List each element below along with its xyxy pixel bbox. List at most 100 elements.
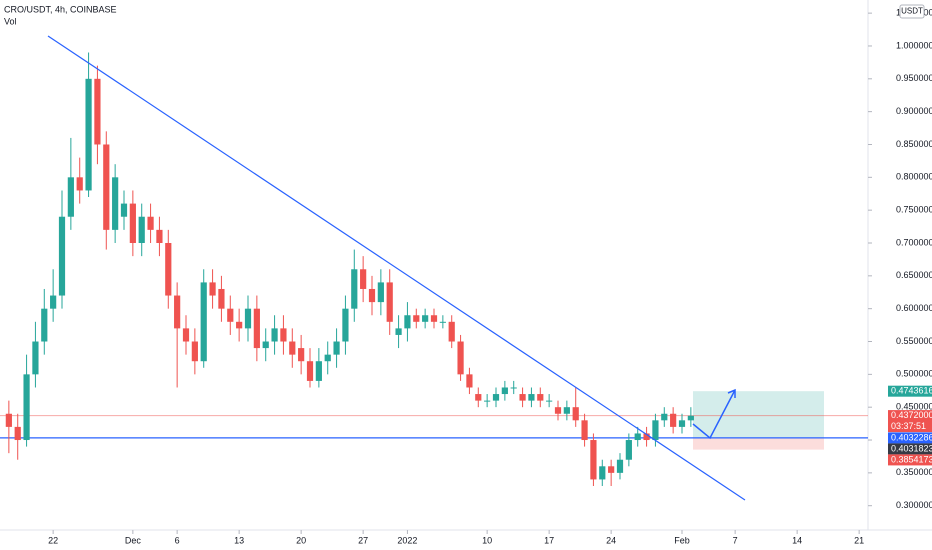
candle-body: [395, 328, 402, 335]
candle-body: [138, 216, 145, 243]
candle-body: [430, 315, 438, 322]
candle-body: [687, 415, 694, 421]
candle-body: [670, 413, 677, 427]
candle-body: [572, 407, 579, 421]
candle-body: [271, 328, 278, 342]
candle-body: [129, 203, 136, 243]
price-label-box: [888, 454, 932, 466]
candle-body: [315, 361, 322, 381]
candle-body: [351, 269, 358, 309]
axes: 0.300000000.350000000.400000000.45000000…: [48, 8, 932, 545]
y-tick-label: 0.30000000: [896, 500, 932, 510]
x-tick-label: 24: [606, 535, 616, 545]
candle-body: [652, 420, 659, 441]
candle-body: [616, 459, 624, 473]
candle-body: [360, 269, 367, 289]
x-tick-label: 27: [358, 535, 368, 545]
currency-box[interactable]: [899, 4, 925, 19]
candle-body: [413, 315, 420, 322]
candle-body: [439, 321, 446, 323]
candle-body: [50, 295, 57, 309]
x-tick-label: 7: [733, 535, 738, 545]
x-tick-label: 10: [482, 535, 492, 545]
x-tick-label: 17: [544, 535, 554, 545]
candle-body: [236, 321, 243, 329]
x-tick-label: 6: [175, 535, 180, 545]
price-countdown: 03:37:51: [891, 421, 926, 431]
y-tick-label: 0.85000000: [896, 139, 932, 149]
volume-label: Vol: [4, 16, 17, 26]
candle-body: [643, 433, 650, 441]
candle-body: [342, 308, 349, 342]
candle-body: [492, 394, 500, 401]
candle-body: [289, 341, 296, 355]
y-tick-label: 0.80000000: [896, 172, 932, 182]
candle-body: [457, 341, 464, 375]
candle-body: [324, 354, 331, 362]
candle-body: [200, 282, 207, 362]
x-tick-label: 20: [296, 535, 306, 545]
y-tick-label: 1.00000000: [896, 40, 932, 50]
candle-body: [510, 387, 517, 389]
candle-body: [386, 282, 393, 322]
candle-body: [404, 315, 411, 329]
candle-body: [227, 308, 234, 322]
trend-line[interactable]: [47, 35, 746, 501]
candle-body: [14, 426, 21, 441]
chart-title: CRO/USDT, 4h, COINBASE: [4, 4, 117, 14]
price-label-box: [888, 432, 932, 444]
candle-body: [5, 413, 12, 427]
x-tick-label: 13: [234, 535, 244, 545]
candle-body: [156, 229, 163, 243]
candle-body: [546, 400, 553, 402]
candle-body: [475, 394, 482, 401]
candle-body: [76, 177, 83, 191]
candle-body: [599, 466, 606, 480]
arrow-head: [727, 388, 736, 398]
candle-body: [528, 394, 535, 401]
profit-zone: [693, 391, 824, 438]
candle-body: [537, 394, 544, 401]
candle-body: [112, 177, 119, 230]
candle-body: [120, 203, 128, 217]
candle-body: [67, 177, 74, 217]
candle-body: [85, 78, 92, 191]
x-tick-label: 14: [792, 535, 802, 545]
candle-body: [253, 308, 260, 349]
y-tick-label: 0.65000000: [896, 270, 932, 280]
candle-body: [262, 341, 269, 349]
x-tick-label: 21: [854, 535, 864, 545]
candle-body: [298, 348, 305, 362]
candle-body: [554, 407, 562, 414]
candle-body: [590, 440, 597, 480]
currency: USDT: [901, 7, 923, 16]
candle-body: [333, 341, 340, 355]
candle-body: [218, 288, 225, 309]
candle-body: [191, 341, 198, 362]
candle-body: [368, 288, 376, 303]
candle-body: [466, 374, 473, 388]
projection-arrow[interactable]: [692, 389, 736, 440]
candle-body: [519, 394, 526, 401]
price-label-box: [888, 443, 932, 455]
loss-zone: [693, 437, 824, 450]
x-tick-label: 22: [48, 535, 58, 545]
candle-body: [209, 282, 216, 296]
price-label-box: [888, 385, 932, 397]
y-tick-label: 0.90000000: [896, 106, 932, 116]
plot: [0, 52, 868, 486]
candle-body: [147, 216, 154, 230]
candle-body: [661, 413, 668, 421]
y-tick-label: 0.95000000: [896, 73, 932, 83]
candle-body: [484, 400, 491, 402]
candle-body: [501, 387, 508, 395]
candle-body: [165, 242, 172, 296]
candle-body: [174, 295, 181, 329]
candle-body: [23, 374, 30, 441]
candle-body: [448, 321, 455, 342]
